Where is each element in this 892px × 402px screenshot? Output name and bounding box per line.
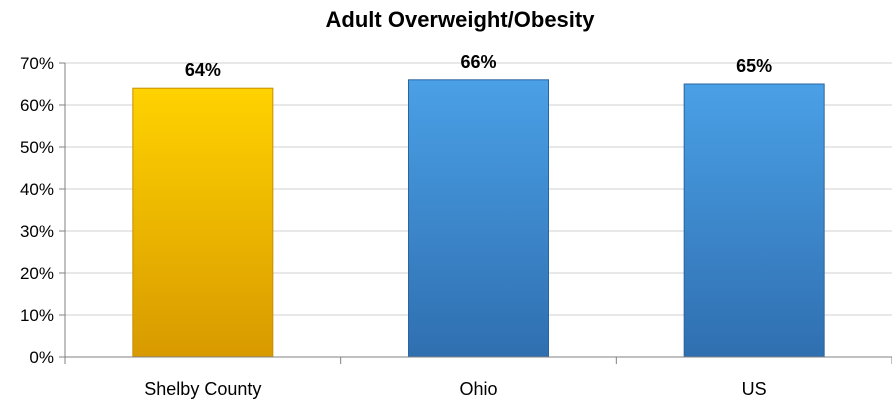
chart-title: Adult Overweight/Obesity bbox=[326, 7, 596, 32]
y-axis-tick-labels: 0% 10% 20% 30% 40% 50% 60% 70% bbox=[20, 54, 65, 367]
axes bbox=[64, 63, 892, 364]
data-label: 64% bbox=[185, 60, 221, 80]
bar-shelby-county bbox=[132, 87, 274, 358]
data-label: 66% bbox=[460, 52, 496, 72]
bar-us bbox=[683, 83, 825, 358]
category-label: US bbox=[742, 379, 767, 399]
y-axis-tick-label: 20% bbox=[20, 264, 54, 283]
x-axis-category-labels: Shelby County Ohio US bbox=[144, 379, 766, 399]
y-axis-tick-label: 0% bbox=[29, 348, 54, 367]
y-axis-tick-label: 10% bbox=[20, 306, 54, 325]
data-label: 65% bbox=[736, 56, 772, 76]
y-axis-tick-label: 70% bbox=[20, 54, 54, 73]
y-axis-tick-label: 30% bbox=[20, 222, 54, 241]
category-label: Ohio bbox=[459, 379, 497, 399]
y-axis-tick-label: 50% bbox=[20, 138, 54, 157]
category-label: Shelby County bbox=[144, 379, 261, 399]
bar-ohio bbox=[408, 79, 549, 358]
bars bbox=[132, 79, 825, 358]
y-axis-tick-label: 40% bbox=[20, 180, 54, 199]
y-axis-tick-label: 60% bbox=[20, 96, 54, 115]
data-labels: 64% 66% 65% bbox=[185, 52, 772, 80]
